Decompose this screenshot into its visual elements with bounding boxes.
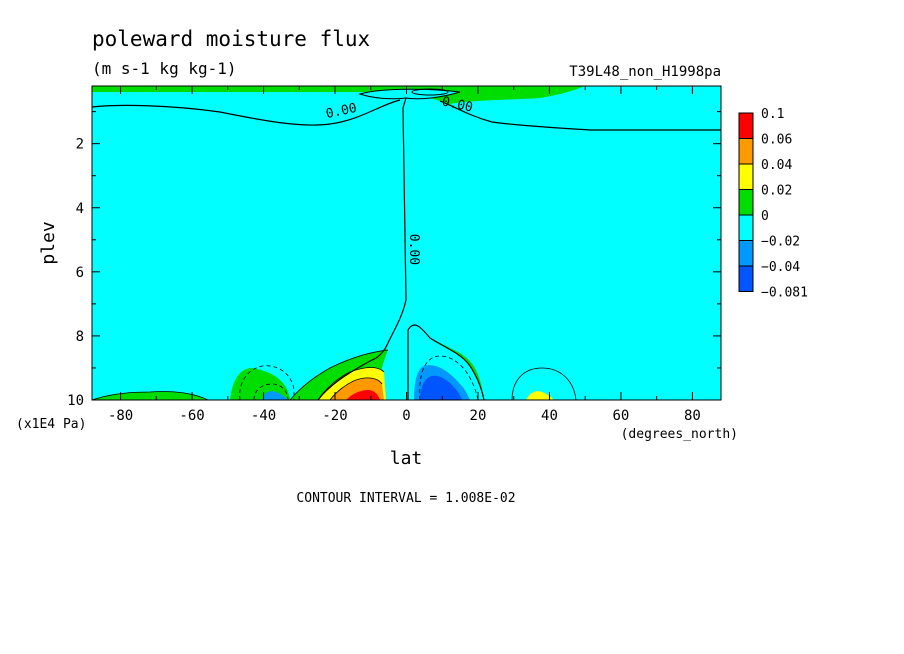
colorbar-label: −0.04 [761,260,800,275]
y-axis-label: plev [38,221,59,264]
y-tick-label: 6 [76,265,84,281]
x-tick-label: -40 [251,408,276,424]
colorbar-swatch [738,240,754,267]
contour-label: 0.00 [406,234,421,265]
y-tick-label: 10 [67,393,84,409]
colorbar-label: 0.04 [761,158,792,173]
y-tick-label: 4 [76,201,84,217]
chart-subtitle: (m s-1 kg kg-1) [92,59,237,78]
y-axis: 2 4 6 8 10 [67,111,721,409]
x-tick-label: -20 [322,408,347,424]
region-negative-north-core-3 [420,375,462,400]
contour-labels: 0.00 0.00 0.00 [325,94,475,265]
zero-contour-top-oval [411,88,449,96]
y-tick-label: 2 [76,137,84,153]
dashed-contour-south-inner [253,383,289,400]
zero-contour-north [407,324,485,400]
chart-title: poleward moisture flux [92,27,370,51]
region-negative-top-center [360,89,460,99]
x-tick-label: 20 [470,408,487,424]
region-positive-north-patch [526,391,554,400]
colorbar-label: 0 [761,209,769,224]
colorbar-label: −0.081 [761,286,808,301]
region-negative-south [92,100,406,400]
x-axis-units: (degrees_north) [621,427,738,442]
colorbar-label: −0.02 [761,235,800,250]
x-axis: -80 -60 -40 -20 0 20 40 60 80 [108,86,701,424]
region-negative-south-patch [262,391,288,400]
region-negative-top-right [450,86,721,130]
colorbar-swatch [738,163,754,190]
colorbar-swatch [738,112,754,139]
contour-label: 0.00 [325,101,359,122]
x-tick-label: -80 [108,408,133,424]
zero-contour-top-center [358,88,461,100]
contour-label: 0.00 [440,94,474,115]
colorbar-swatch [738,265,754,292]
x-tick-label: -60 [179,408,204,424]
contour-north-40 [511,367,577,400]
x-tick-label: 60 [613,408,630,424]
x-tick-label: 80 [684,408,701,424]
colorbar-swatch [738,214,754,241]
x-axis-label: lat [390,448,423,469]
y-tick-label: 8 [76,329,84,345]
contour-interval: CONTOUR INTERVAL = 1.008E-02 [296,491,515,506]
region-positive-core-4 [346,390,380,400]
x-tick-label: 40 [541,408,558,424]
contour-south-pole [92,391,209,400]
plot-area [92,86,721,400]
dashed-contour-north [419,355,479,400]
contour-positive-core-inner [329,377,383,400]
colorbar-swatch [738,138,754,165]
dashed-contour-south [239,365,295,400]
zero-contour-equator [317,97,407,400]
colorbar-swatch [738,189,754,216]
contour-south-blob [289,349,389,400]
run-label: T39L48_non_H1998pa [569,64,721,80]
colorbar-label: 0.02 [761,184,792,199]
zero-contour-south [92,99,401,126]
colorbar-label: 0.06 [761,133,792,148]
zero-contour-north-top [439,100,721,131]
colorbar-label: 0.1 [761,107,784,122]
y-axis-units: (x1E4 Pa) [16,417,86,432]
colorbar: 0.1 0.06 0.04 0.02 0 −0.02 −0.04 −0.081 [738,107,808,301]
contour-positive-core [317,367,385,400]
x-tick-label: 0 [402,408,410,424]
